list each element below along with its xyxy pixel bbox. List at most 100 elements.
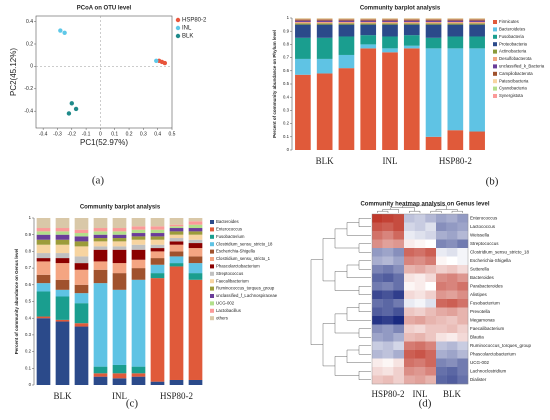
bar-segment [317,19,333,20]
heat-cell [393,359,404,368]
bar-segment [56,240,70,245]
heat-cell [415,231,426,240]
row-label: Phascolarctobacterium [470,351,516,356]
legend-swatch [210,316,214,320]
x-tick-label: BLK [443,389,462,399]
y-tick-label: 0.1 [25,365,32,370]
heat-cell [457,231,468,240]
point [62,31,66,35]
heat-cell [415,299,426,308]
heat-cell [436,333,447,342]
bar-segment [189,380,203,385]
row-label: Parabacteroides [470,283,504,288]
heat-cell [393,299,404,308]
heat-cell [447,231,458,240]
bar-segment [189,240,203,243]
bar-segment [339,21,355,22]
row-label: Faecalibacterium [470,326,505,331]
heat-cell [404,231,415,240]
heat-cell [457,265,468,274]
heat-cell [415,240,426,249]
legend-swatch [493,64,497,68]
heat-cell [383,342,394,351]
heat-cell [372,299,383,308]
legend-label: Fusobacterium [216,234,245,239]
heat-cell [404,248,415,257]
bar-segment [132,236,146,239]
row-label: Bacteroides [470,275,495,280]
heat-cell [425,282,436,291]
heat-cell [393,308,404,317]
y-tick-label: 1 [287,15,290,20]
point [154,59,158,63]
bar-segment [113,290,127,365]
heat-cell [425,265,436,274]
legend-marker [176,26,180,30]
heat-cell [436,359,447,368]
bar-segment [339,55,355,68]
bar-segment [75,323,89,326]
heat-cell [404,333,415,342]
bar-segment [151,240,165,245]
x-tick-label: HSP80-2 [439,156,472,166]
bar-segment [151,278,165,382]
bar-segment [360,48,376,150]
bar-segment [404,25,420,36]
bar-segment [113,218,127,228]
bar-segment [170,266,184,380]
bar-segment [404,48,420,150]
bar-segment [94,261,108,269]
point [74,107,78,111]
heat-cell [436,240,447,249]
bar-segment [113,241,127,246]
bar-segment [132,268,146,280]
bar-segment [382,48,398,52]
heat-cell [447,376,458,385]
bar-segment [151,218,165,226]
bar-segment [339,23,355,24]
row-label: UCG-002 [470,360,490,365]
legend-label: BLK [182,34,193,40]
heat-cell [457,214,468,223]
heat-cell [415,282,426,291]
bar-segment [360,19,376,20]
heat-cell [372,376,383,385]
x-tick-label: -0.4 [39,131,48,137]
bar-segment [151,273,165,278]
bar-segment [94,231,108,234]
chart-title: Community barplot analysis [360,6,441,12]
x-tick-label: INL [383,156,398,166]
y-tick-label: 0.4 [25,315,32,320]
bar-segment [317,19,333,20]
heat-cell [447,291,458,300]
row-label: Alistipes [470,292,488,297]
legend-swatch [210,242,214,246]
heat-cell [457,308,468,317]
legend-label: unclassified_f_Lachnospiraceae [216,293,278,298]
heat-cell [383,325,394,334]
legend-swatch [210,309,214,313]
bar-segment [317,73,333,150]
bar-segment [170,231,184,234]
heat-cell [393,257,404,266]
heat-cell [425,333,436,342]
heat-cell [383,359,394,368]
panel-caption: (d) [419,398,432,410]
bar-segment [132,240,146,245]
heat-cell [447,308,458,317]
bar-segment [317,59,333,74]
heat-cell [436,342,447,351]
bar-segment [56,231,70,234]
bar-segment [382,21,398,22]
legend-marker [176,34,180,38]
y-tick-label: 0.1 [283,134,290,139]
heat-cell [415,265,426,274]
bar-segment [426,19,442,20]
bar-segment [447,130,463,150]
heat-cell [393,240,404,249]
legend-label: Campilobacterota [499,71,533,76]
legend-swatch [493,20,497,24]
heat-cell [425,248,436,257]
heat-cell [457,248,468,257]
bar-segment [189,218,203,221]
